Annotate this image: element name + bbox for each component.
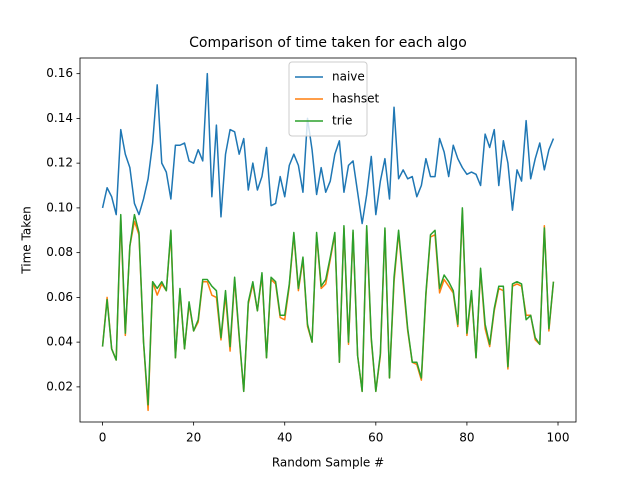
x-tick-label: 60 bbox=[368, 431, 383, 445]
legend-box bbox=[288, 61, 368, 137]
chart-title: Comparison of time taken for each algo bbox=[189, 35, 467, 51]
series-line bbox=[101, 72, 555, 225]
plot-frame bbox=[79, 57, 577, 423]
y-tick-label: 0.12 bbox=[46, 156, 73, 170]
legend-label: naive bbox=[332, 70, 365, 84]
x-tick-label: 40 bbox=[277, 431, 292, 445]
x-axis-label: Random Sample # bbox=[272, 456, 384, 470]
x-tick-label: 100 bbox=[547, 431, 570, 445]
x-tick-label: 0 bbox=[99, 431, 107, 445]
legend-label: hashset bbox=[332, 92, 379, 106]
x-tick-label: 80 bbox=[459, 431, 474, 445]
series-line bbox=[101, 207, 555, 406]
y-axis-label: Time Taken bbox=[20, 206, 34, 274]
y-tick-label: 0.06 bbox=[46, 290, 73, 304]
y-tick-label: 0.14 bbox=[46, 111, 73, 125]
y-tick-label: 0.16 bbox=[46, 66, 73, 80]
x-tick-label: 20 bbox=[186, 431, 201, 445]
legend-label: trie bbox=[332, 114, 352, 128]
y-tick-label: 0.08 bbox=[46, 245, 73, 259]
y-tick-label: 0.04 bbox=[46, 335, 73, 349]
y-tick-label: 0.02 bbox=[46, 379, 73, 393]
y-tick-label: 0.10 bbox=[46, 200, 73, 214]
